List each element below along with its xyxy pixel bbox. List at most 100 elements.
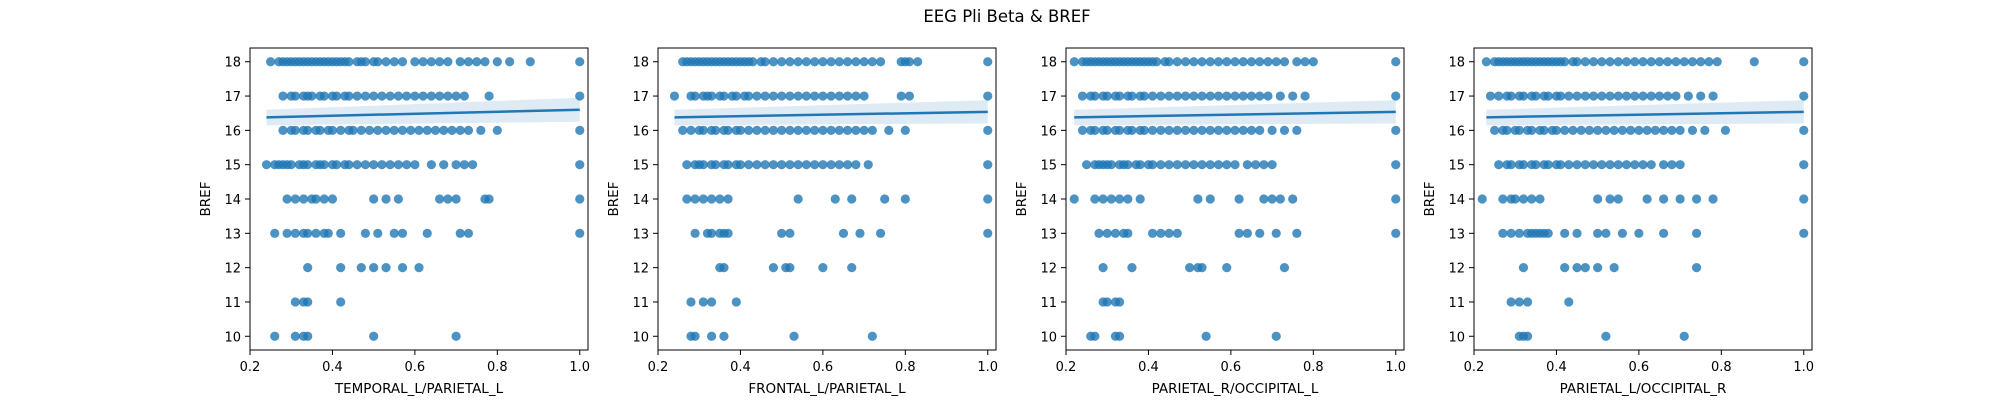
data-point xyxy=(1601,331,1611,341)
figure-title: EEG Pli Beta & BREF xyxy=(923,7,1090,26)
data-point xyxy=(1205,125,1215,135)
data-point xyxy=(768,57,779,67)
data-point xyxy=(1799,194,1809,204)
data-point xyxy=(1518,160,1529,170)
data-point xyxy=(698,297,708,307)
regression-line xyxy=(266,108,580,119)
data-point xyxy=(381,263,391,273)
data-point xyxy=(364,125,375,135)
data-point xyxy=(286,160,296,170)
y-tick-label: 10 xyxy=(1040,330,1057,345)
data-point xyxy=(1580,57,1590,67)
regression-line xyxy=(1074,110,1396,119)
data-point xyxy=(1560,125,1570,135)
data-point xyxy=(451,194,461,204)
data-point xyxy=(344,91,354,101)
data-point xyxy=(1271,228,1281,238)
data-point xyxy=(1090,331,1100,341)
data-point xyxy=(801,57,811,67)
data-point xyxy=(1391,125,1401,135)
y-tick-label: 14 xyxy=(1040,193,1057,208)
data-point xyxy=(731,91,741,101)
data-point xyxy=(1180,160,1191,170)
data-point xyxy=(855,228,865,238)
data-point xyxy=(414,263,424,273)
data-point xyxy=(1654,57,1665,67)
data-point xyxy=(1630,91,1640,101)
data-point xyxy=(760,160,770,170)
data-point xyxy=(311,228,321,238)
data-point xyxy=(373,125,383,135)
data-point xyxy=(1292,228,1302,238)
data-point xyxy=(290,331,300,341)
data-point xyxy=(1514,297,1524,307)
data-point xyxy=(880,194,890,204)
data-point xyxy=(1139,125,1149,135)
data-point xyxy=(1102,91,1112,101)
data-point xyxy=(476,125,486,135)
data-point xyxy=(851,57,861,67)
data-point xyxy=(801,160,811,170)
y-tick-label: 11 xyxy=(632,296,649,311)
data-point xyxy=(426,91,436,101)
data-point xyxy=(1609,263,1619,273)
data-point xyxy=(1106,160,1116,170)
data-point xyxy=(410,91,420,101)
data-point xyxy=(1098,194,1108,204)
y-tick-label: 18 xyxy=(632,56,649,71)
data-point xyxy=(266,57,276,67)
data-point xyxy=(373,57,383,67)
y-tick-label: 16 xyxy=(632,124,649,139)
data-point xyxy=(1238,91,1248,101)
data-point xyxy=(575,160,585,170)
x-tick-label: 1.0 xyxy=(569,360,590,375)
data-point xyxy=(336,125,346,135)
data-point xyxy=(1671,91,1681,101)
data-point xyxy=(1102,297,1112,307)
data-point xyxy=(1601,228,1611,238)
data-point xyxy=(760,57,770,67)
data-point xyxy=(1539,125,1549,135)
data-point xyxy=(1238,125,1248,135)
y-tick-label: 10 xyxy=(1448,330,1465,345)
y-tick-label: 12 xyxy=(1448,262,1465,277)
data-point xyxy=(1494,91,1504,101)
y-tick-label: 13 xyxy=(224,227,241,242)
data-point xyxy=(1601,125,1611,135)
y-tick-label: 10 xyxy=(632,330,649,345)
data-point xyxy=(793,194,803,204)
data-point xyxy=(748,57,758,67)
data-point xyxy=(777,160,787,170)
data-point xyxy=(1708,91,1718,101)
data-point xyxy=(1069,57,1079,67)
data-point xyxy=(818,160,828,170)
data-point xyxy=(1164,91,1174,101)
data-point xyxy=(826,91,836,101)
data-point xyxy=(983,125,993,135)
data-point xyxy=(801,125,811,135)
data-point xyxy=(1222,125,1232,135)
data-point xyxy=(430,125,441,135)
data-point xyxy=(1799,228,1809,238)
y-axis-label: BREF xyxy=(198,182,214,217)
data-point xyxy=(575,125,585,135)
data-point xyxy=(270,331,280,341)
subplot-4: 0.2 0.4 0.6 0.8 1.0 10 11 12 13 14 15 16 17 18 PARIETA… xyxy=(1422,47,1814,397)
data-point xyxy=(669,91,680,101)
data-point xyxy=(777,91,787,101)
data-point xyxy=(1572,263,1582,273)
data-point xyxy=(1564,297,1574,307)
data-point xyxy=(1230,91,1240,101)
data-point xyxy=(682,160,692,170)
data-point xyxy=(282,194,292,204)
data-point xyxy=(1164,228,1174,238)
data-point xyxy=(393,91,403,101)
data-point xyxy=(451,331,461,341)
data-point xyxy=(1288,194,1298,204)
data-point xyxy=(818,91,828,101)
data-point xyxy=(1687,125,1698,135)
data-point xyxy=(1605,160,1615,170)
data-point xyxy=(1255,91,1265,101)
data-point xyxy=(1679,331,1689,341)
data-point xyxy=(1696,91,1706,101)
